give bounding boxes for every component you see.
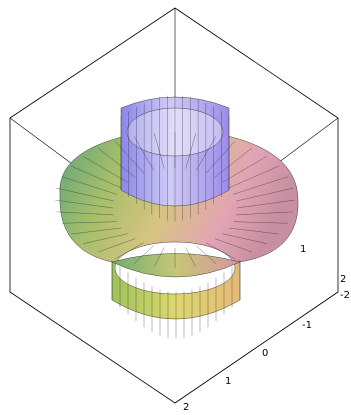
mesh-line [62,176,117,195]
mesh-line [205,242,236,260]
mesh-line [97,238,136,253]
mesh-line [71,165,122,189]
mesh-line [154,132,165,169]
y-tick-label: 1 [300,244,306,255]
x-tick-label: 1 [225,376,231,387]
mesh-line [62,221,117,224]
mesh-line [114,242,145,260]
mesh-line [114,141,145,174]
x-axis [174,291,339,404]
mesh-line [133,136,154,171]
mesh-line [196,245,217,265]
x-tick-label: 2 [183,402,189,413]
x-tick-label: 0 [262,348,268,359]
mesh-line [228,227,279,235]
mesh-line [185,247,196,268]
mesh-line [56,211,114,216]
mesh-line [233,176,288,195]
y-tick-label: 2 [340,274,346,285]
mesh-line [214,147,253,178]
mesh-line [236,211,294,216]
x-tick-label: -2 [340,290,350,301]
mesh-line [196,136,217,171]
mesh-line [154,247,165,268]
mesh-line [185,132,196,169]
mesh-line [133,245,154,265]
mesh-line [205,141,236,174]
mesh-line [97,147,136,178]
mesh-line [222,156,268,183]
mesh-line [228,165,279,189]
x-tick-label: -1 [302,320,312,331]
mesh-line [83,233,128,244]
mesh-line [236,188,294,202]
mesh-line [214,238,253,253]
mesh-line [233,221,288,224]
mesh-line [82,156,128,183]
mesh-line [222,233,267,244]
mesh-line [54,199,114,209]
mesh-line [71,227,122,235]
mesh-line [236,199,296,209]
mesh-line [56,188,114,202]
surface [59,96,299,320]
surface-mesh [54,95,296,339]
